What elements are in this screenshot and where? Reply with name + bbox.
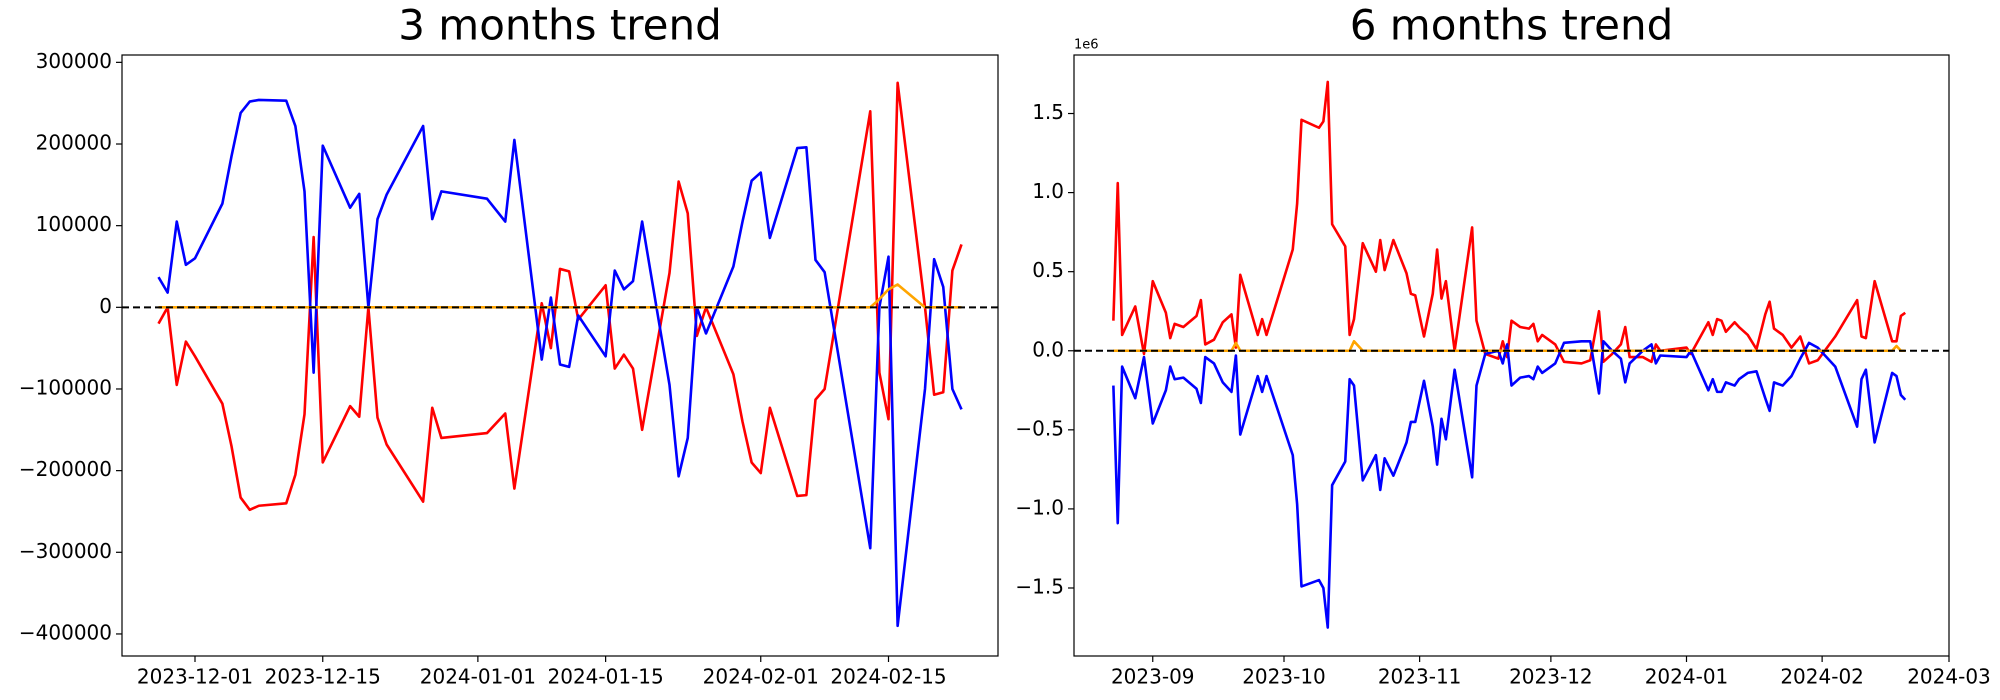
y-tick-label: −0.5 [1015,416,1064,440]
x-tick-label: 2023-10 [1242,665,1326,689]
x-tick-label: 2024-03 [1907,665,1991,689]
y-tick-label: 300000 [36,49,112,73]
chart-title: 3 months trend [398,1,722,50]
series-line [157,98,963,628]
y-tick-label: 0 [99,294,112,318]
x-tick-label: 2023-12 [1509,665,1593,689]
y-offset-label: 1e6 [1074,38,1099,53]
x-tick-label: 2024-02-15 [830,665,946,689]
x-tick-label: 2024-02 [1780,665,1864,689]
y-tick-label: −1.0 [1015,495,1064,519]
x-tick-label: 2023-11 [1378,665,1462,689]
y-tick-label: −200000 [19,457,112,481]
series-line [1112,339,1907,629]
y-tick-label: 0.0 [1032,337,1064,361]
x-tick-label: 2023-12-01 [137,665,253,689]
y-tick-label: −400000 [19,620,112,644]
plot-frame [1073,54,1950,657]
x-tick-label: 2024-01-15 [548,665,664,689]
y-tick-label: 1.5 [1032,100,1064,124]
x-tick-label: 2023-12-15 [265,665,381,689]
series-line [1112,80,1907,365]
y-tick-label: −1.5 [1015,574,1064,598]
y-tick-label: 0.5 [1032,258,1064,282]
y-tick-label: −100000 [19,375,112,399]
y-tick-label: −300000 [19,539,112,563]
x-tick-label: 2024-01 [1645,665,1729,689]
y-tick-label: 1.0 [1032,179,1064,203]
x-tick-label: 2023-09 [1111,665,1195,689]
x-tick-label: 2024-02-01 [703,665,819,689]
chart-title: 6 months trend [1350,1,1674,50]
series-line [157,81,963,512]
plot-frame [121,54,999,657]
y-tick-label: 200000 [36,131,112,155]
y-tick-label: 100000 [36,212,112,236]
x-tick-label: 2024-01-01 [420,665,536,689]
